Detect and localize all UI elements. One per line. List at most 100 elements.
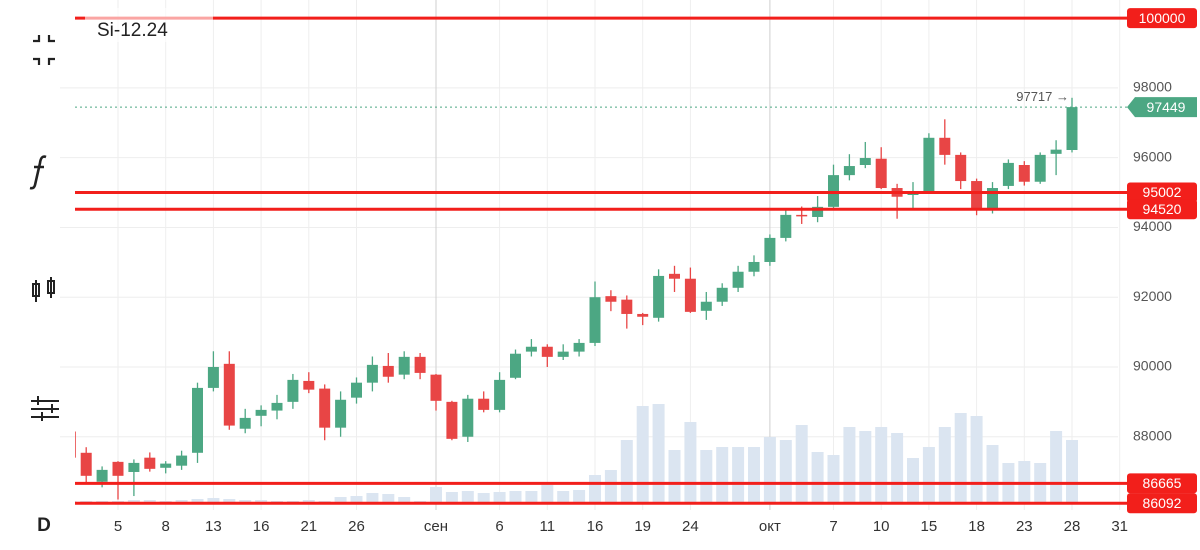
x-tick-label: 18 — [968, 518, 985, 535]
candle-body — [255, 409, 267, 416]
volume-bar — [493, 492, 506, 503]
volume-bar — [763, 437, 776, 503]
interval-button[interactable]: D — [37, 515, 51, 536]
volume-bar — [127, 500, 140, 503]
candle-body — [1066, 107, 1078, 150]
volume-bar — [922, 447, 935, 503]
candle-body — [939, 137, 951, 155]
candle-body — [414, 356, 426, 373]
candle-body — [812, 206, 824, 217]
candle-body — [398, 356, 410, 375]
y-tick-label: 90000 — [1133, 358, 1172, 374]
volume-bar — [477, 493, 490, 503]
title-background — [85, 8, 213, 42]
volume-bar — [938, 427, 951, 503]
indicator-icon[interactable] — [29, 155, 47, 190]
volume-bar — [525, 491, 538, 503]
candle-body — [1018, 165, 1030, 182]
volume-bar — [302, 500, 315, 503]
volume-bar — [811, 452, 824, 503]
volume-bar — [75, 501, 77, 503]
volume-bar — [827, 455, 840, 503]
level-label-box — [1127, 8, 1197, 29]
candle-body — [239, 417, 251, 429]
volume-bar — [954, 413, 967, 503]
volume-bar — [636, 406, 649, 503]
volume-bar — [255, 500, 268, 503]
candle-body — [987, 188, 998, 210]
x-tick-label: 26 — [348, 518, 365, 535]
candle-body — [923, 137, 935, 192]
x-tick-label: 5 — [114, 518, 122, 535]
candle-body — [335, 399, 347, 428]
candle-layer — [75, 97, 1078, 500]
candle-body — [430, 374, 442, 401]
y-tick-label: 96000 — [1133, 148, 1172, 164]
candle-body — [160, 463, 172, 468]
fullscreen-icon[interactable] — [33, 35, 55, 65]
volume-bar — [382, 494, 395, 503]
candle-body — [80, 452, 92, 476]
candle-body — [796, 214, 808, 217]
last-price-label: 97449 — [1147, 99, 1186, 115]
x-tick-label: 7 — [829, 518, 837, 535]
volume-bar — [573, 490, 586, 503]
candle-body — [176, 455, 188, 466]
y-tick-label: 88000 — [1133, 427, 1172, 443]
candle-body — [1034, 154, 1046, 182]
volume-bar — [684, 422, 697, 503]
high-marker: 97717 → — [1016, 89, 1069, 104]
x-tick-label: окт — [759, 518, 781, 535]
volume-bar — [430, 487, 442, 503]
x-tick-label: 15 — [921, 518, 938, 535]
settings-icon[interactable] — [31, 396, 59, 421]
y-tick-label: 98000 — [1133, 79, 1172, 95]
volume-bar — [716, 447, 729, 503]
candle-body — [223, 363, 235, 426]
candle-body — [75, 431, 76, 458]
volume-bar — [700, 450, 713, 503]
level-label-box — [1127, 473, 1197, 494]
chart-type-icon[interactable] — [32, 277, 55, 302]
volume-bar — [891, 433, 904, 503]
candle-body — [287, 379, 299, 402]
volume-bar — [779, 440, 792, 503]
candle-body — [764, 237, 776, 262]
volume-bar — [191, 499, 204, 503]
volume-bar — [986, 445, 999, 503]
candle-body — [128, 462, 140, 472]
chart-title: Si-12.24 — [97, 20, 168, 41]
volume-bar — [875, 427, 888, 503]
level-label-box — [1127, 493, 1197, 514]
volume-bar — [795, 425, 808, 503]
overlay-layer: 88000 90000 92000 94000 96000 98000 5 8 13 16 21 26… — [75, 8, 1197, 535]
candle-body — [971, 181, 983, 210]
candle-body — [271, 402, 283, 411]
candle-body — [541, 346, 553, 357]
candle-body — [192, 387, 203, 453]
last-price-box — [1127, 97, 1197, 118]
volume-bar — [509, 491, 522, 503]
volume-bar — [350, 496, 363, 503]
level-label-box — [1127, 182, 1197, 203]
candle-body — [605, 296, 617, 302]
candle-body — [1050, 149, 1062, 154]
level-label: 100000 — [1139, 10, 1186, 26]
level-label: 86665 — [1143, 475, 1182, 491]
level-label-box — [1127, 199, 1197, 220]
volume-bar — [907, 458, 919, 503]
volume-bar — [748, 447, 760, 503]
volume-bar — [334, 497, 347, 503]
volume-bar — [366, 493, 379, 503]
level-label: 95002 — [1143, 184, 1182, 200]
volume-bar — [541, 485, 554, 503]
candle-body — [366, 364, 378, 383]
x-tick-label: 16 — [587, 518, 604, 535]
candle-body — [732, 271, 744, 288]
candle-body — [684, 278, 696, 312]
candle-body — [446, 401, 458, 439]
volume-bar — [843, 427, 856, 503]
candle-body — [207, 366, 219, 388]
volume-bar — [175, 500, 188, 503]
